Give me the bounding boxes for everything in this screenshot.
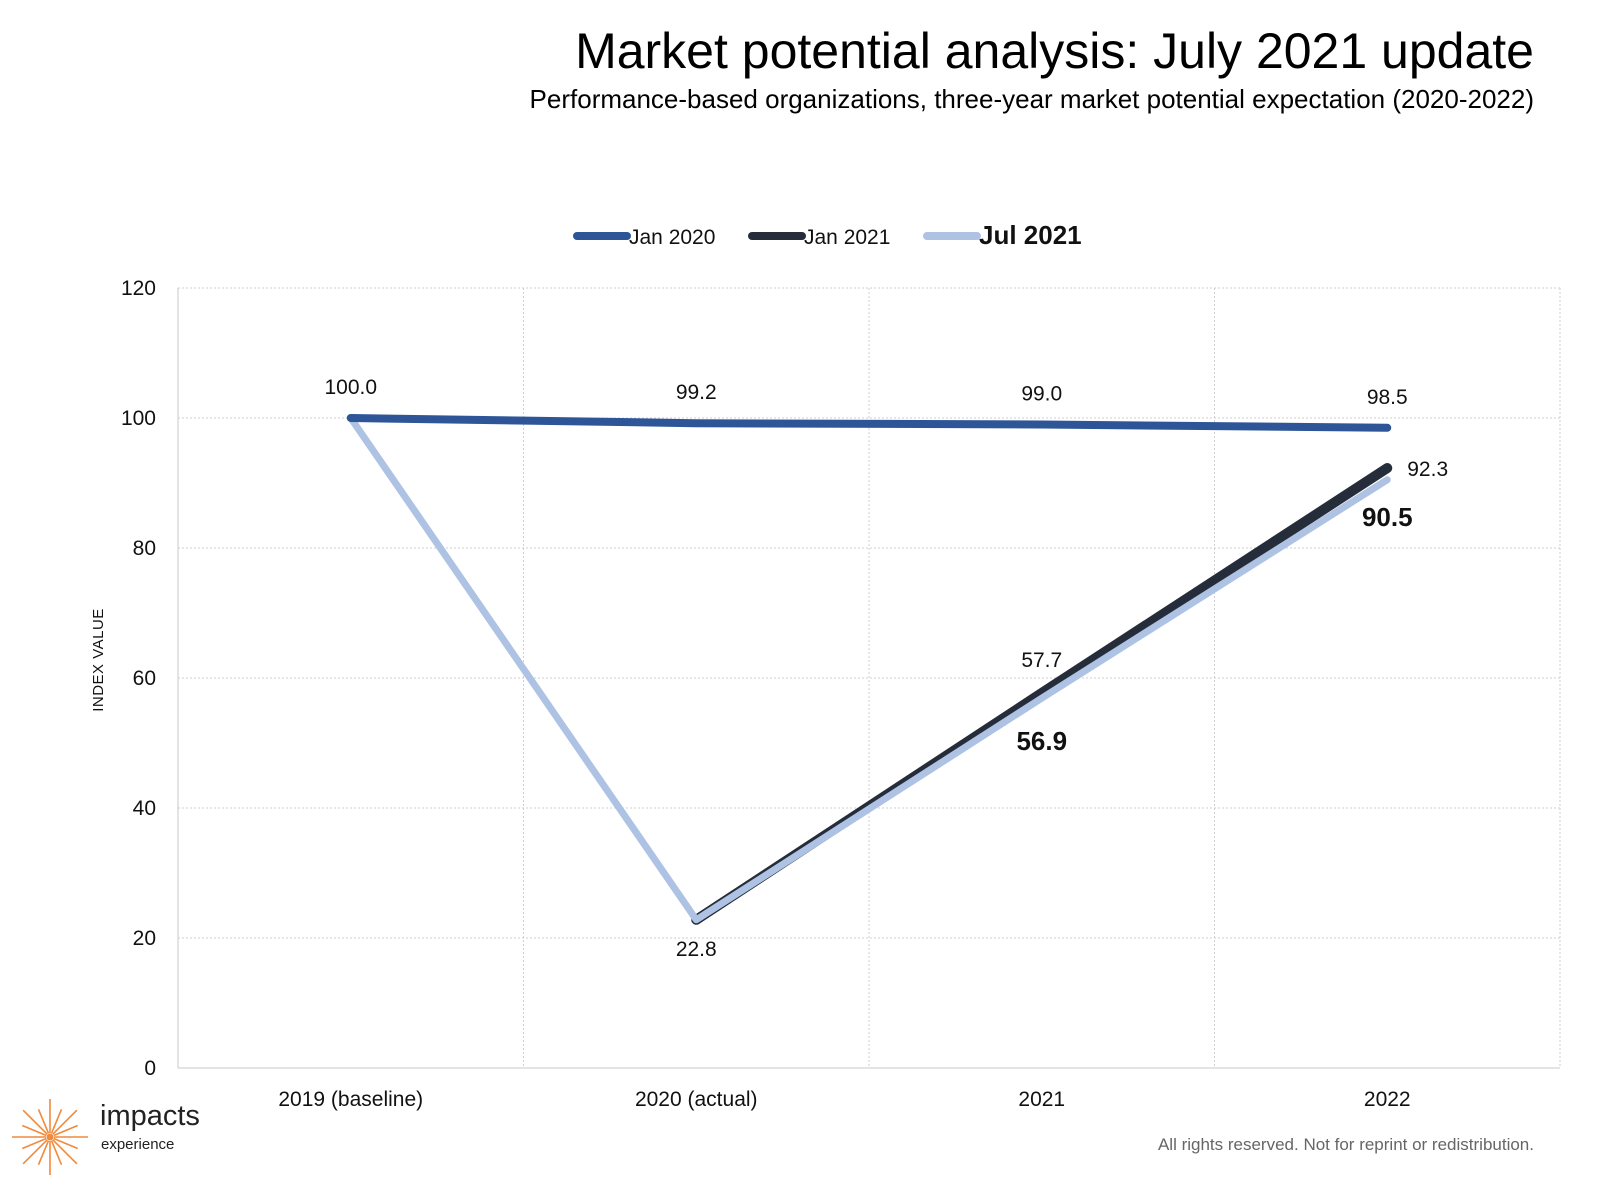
data-labels: 100.0 99.2 99.0 98.5 22.8 57.7 92.3 56.9 90.5 [324, 376, 1448, 961]
legend: Jan 2020 Jan 2021 Jul 2021 [573, 220, 1082, 250]
x-tick-label: 2022 [1364, 1088, 1411, 1111]
x-tick-label: 2020 (actual) [635, 1088, 758, 1111]
logo-ray [50, 1140, 63, 1166]
legend-label: Jul 2021 [979, 220, 1082, 250]
series-line-jul-2021 [347, 414, 1391, 924]
logo-ray [21, 1137, 47, 1150]
y-axis-label: INDEX VALUE [90, 608, 107, 712]
logo-center [46, 1133, 54, 1141]
y-tick-label: 60 [133, 667, 156, 690]
x-tick-label: 2019 (baseline) [278, 1088, 423, 1111]
data-label: 56.9 [1016, 726, 1067, 756]
chart-subtitle: Performance-based organizations, three-y… [529, 84, 1534, 114]
legend-label: Jan 2021 [804, 226, 890, 249]
logo-ray [52, 1139, 78, 1165]
rights-footer: All rights reserved. Not for reprint or … [1157, 1135, 1534, 1154]
impacts-logo-icon [12, 1099, 88, 1175]
y-axis-ticks: 0 20 40 60 80 100 120 [121, 277, 156, 1080]
logo-ray [37, 1140, 50, 1166]
y-tick-label: 80 [133, 537, 156, 560]
y-tick-label: 120 [121, 277, 156, 300]
x-axis-ticks: 2019 (baseline) 2020 (actual) 2021 2022 [278, 1088, 1410, 1111]
data-label: 99.2 [676, 381, 717, 404]
logo-ray [52, 1109, 78, 1135]
series-lines [346, 414, 1393, 925]
y-tick-label: 0 [144, 1057, 156, 1080]
logo-subtext: experience [101, 1136, 175, 1153]
sunburst-icon [12, 1099, 88, 1175]
logo-ray [50, 1108, 63, 1134]
y-tick-label: 40 [133, 797, 156, 820]
chart-title: Market potential analysis: July 2021 upd… [575, 23, 1534, 79]
data-label: 100.0 [324, 376, 377, 399]
logo-wordmark: impacts [100, 1100, 200, 1132]
data-label: 92.3 [1407, 458, 1448, 481]
data-label: 90.5 [1362, 502, 1413, 532]
data-label: 22.8 [676, 938, 717, 961]
logo-ray [53, 1124, 79, 1137]
logo-ray [21, 1124, 47, 1137]
data-label: 98.5 [1367, 386, 1408, 409]
legend-label: Jan 2020 [629, 226, 715, 249]
data-label: 57.7 [1021, 649, 1062, 672]
series-line-jan-2020 [346, 414, 1392, 432]
logo-ray [22, 1139, 48, 1165]
logo-ray [22, 1109, 48, 1135]
logo-ray [53, 1137, 79, 1150]
y-tick-label: 100 [121, 407, 156, 430]
logo-ray [37, 1108, 50, 1134]
grid-lines [177, 287, 1561, 1069]
y-tick-label: 20 [133, 927, 156, 950]
x-tick-label: 2021 [1018, 1088, 1065, 1111]
data-label: 99.0 [1021, 383, 1062, 406]
